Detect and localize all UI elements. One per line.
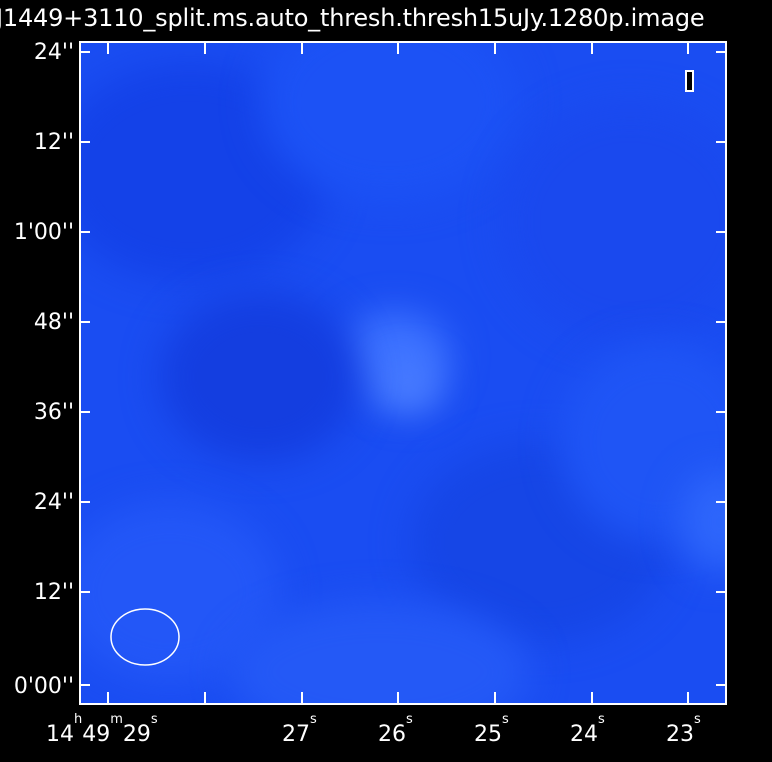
y-tick-label: 12'' <box>33 130 74 155</box>
y-tick-label: 24'' <box>33 40 74 65</box>
image-title: J1449+3110_split.ms.auto_thresh.thresh15… <box>0 4 705 32</box>
y-tick-label: 24'' <box>33 490 74 515</box>
x-tick-label: 24s <box>570 712 605 747</box>
x-tick-label: 26s <box>378 712 413 747</box>
x-tick-label: 27s <box>282 712 317 747</box>
marker-bar <box>685 70 694 92</box>
y-tick-label: 36'' <box>33 400 74 425</box>
x-tick-label: 25s <box>474 712 509 747</box>
y-tick-label: 12'' <box>33 580 74 605</box>
y-tick-label: 0'00'' <box>13 674 74 699</box>
x-tick-label: 23s <box>666 712 701 747</box>
x-tick-label-first: 14h49m29s <box>46 712 158 747</box>
image-field[interactable] <box>80 42 726 704</box>
y-tick-marks <box>80 51 726 686</box>
x-tick-marks <box>107 42 689 704</box>
y-tick-label: 1'00'' <box>13 220 74 245</box>
y-tick-label: 48'' <box>33 310 74 335</box>
beam-ellipse <box>110 608 180 666</box>
